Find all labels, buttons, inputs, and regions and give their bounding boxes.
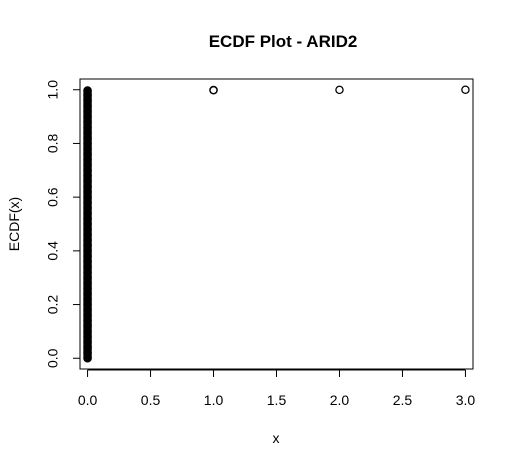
plot-frame [79,78,474,370]
x-tick-label: 1.5 [267,392,287,408]
y-tick-label: 0.0 [45,348,61,368]
chart-title: ECDF Plot - ARID2 [209,32,358,51]
x-tick-label: 1.0 [204,392,224,408]
data-point [335,85,344,95]
x-axis: 0.0 0.5 1.0 1.5 2.0 2.5 3.0 [78,369,476,408]
x-tick-label: 2.0 [330,392,350,408]
y-axis-label: ECDF(x) [6,197,22,251]
x-tick-label: 2.5 [393,392,413,408]
data-points [83,85,470,363]
y-axis: 0.0 0.2 0.4 0.6 0.8 1.0 [45,80,81,368]
y-tick-label: 0.4 [45,241,61,261]
x-axis-label: x [273,430,280,446]
y-tick-label: 0.2 [45,295,61,315]
data-point [461,85,470,94]
data-point [209,85,218,95]
y-tick-label: 1.0 [45,80,61,100]
dense-point-band [83,86,92,363]
y-tick-label: 0.6 [45,187,61,207]
x-tick-label: 3.0 [456,392,476,408]
x-tick-label: 0.0 [78,392,98,408]
x-tick-label: 0.5 [141,392,161,408]
y-tick-label: 0.8 [45,134,61,154]
